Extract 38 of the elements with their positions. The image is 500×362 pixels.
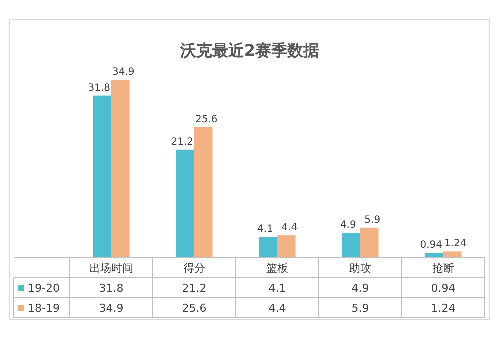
text: 4.9 — [352, 282, 370, 295]
legend-label: 19-20 — [28, 282, 60, 295]
bar — [360, 228, 379, 258]
bar — [425, 253, 444, 258]
chart-title: 沃克最近2赛季数据 — [179, 41, 320, 60]
bar — [194, 127, 213, 258]
bar — [112, 80, 130, 258]
text: 4.4 — [268, 302, 286, 315]
data-label: 1.24 — [444, 238, 467, 250]
data-label: 5.9 — [364, 214, 381, 226]
bar — [93, 96, 112, 258]
bar — [444, 252, 462, 258]
data-label: 21.2 — [171, 136, 194, 148]
x-tick-label: 得分 — [184, 262, 206, 275]
text: 5.9 — [352, 302, 370, 315]
x-tick-label: 抢断 — [432, 262, 454, 275]
x-tick-label: 篮板 — [266, 262, 288, 275]
data-label: 31.8 — [88, 82, 111, 94]
text: 1.24 — [431, 302, 456, 315]
text: 25.6 — [182, 302, 207, 315]
text: 34.9 — [99, 302, 124, 315]
legend-label: 18-19 — [28, 302, 60, 315]
text: 0.94 — [431, 282, 456, 295]
bar — [176, 150, 194, 258]
data-label: 25.6 — [195, 114, 218, 126]
x-tick-label: 助攻 — [350, 262, 372, 275]
data-label: 34.9 — [112, 67, 135, 78]
data-label: 4.4 — [282, 222, 298, 234]
data-label: 4.1 — [257, 224, 274, 236]
text: 31.8 — [99, 282, 124, 295]
text: 4.1 — [268, 282, 286, 295]
x-tick-label: 出场时间 — [90, 262, 134, 275]
text: 21.2 — [182, 282, 207, 295]
bar — [259, 237, 278, 258]
bar — [278, 236, 296, 258]
data-label: 0.94 — [420, 240, 443, 252]
bar — [342, 233, 360, 258]
data-label: 4.9 — [340, 220, 356, 232]
